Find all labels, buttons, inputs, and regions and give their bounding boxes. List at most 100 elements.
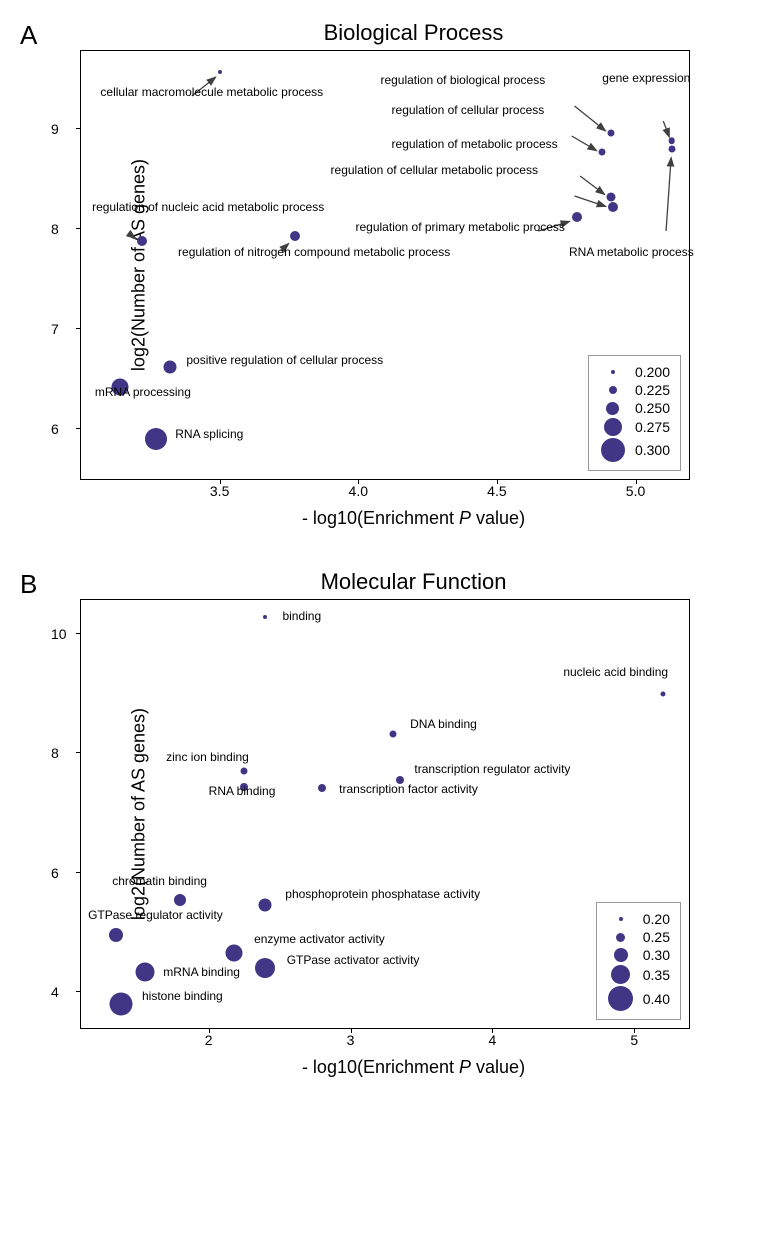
legend-label: 0.225 [635,382,670,398]
point-label: regulation of cellular process [392,103,545,117]
legend-dot [604,418,622,436]
legend-label: 0.40 [643,991,670,1007]
point-label: RNA metabolic process [569,245,694,259]
x-tick: 2 [205,1032,213,1048]
x-tick: 3 [347,1032,355,1048]
legend: 0.20 0.25 0.30 0.35 0.40 [596,902,681,1020]
data-point [174,894,186,906]
panel-b-xlabel: - log10(Enrichment P value) [80,1057,747,1078]
point-label: chromatin binding [112,874,207,888]
legend-label: 0.300 [635,442,670,458]
legend-dot [611,370,615,374]
y-tick: 6 [51,865,59,881]
legend-row: 0.300 [599,438,670,462]
point-label: zinc ion binding [166,750,249,764]
data-point [263,615,267,619]
x-tick: 4.5 [487,483,506,499]
data-point [109,993,132,1016]
point-label: gene expression [602,71,690,85]
legend-label: 0.250 [635,400,670,416]
legend-dot [619,917,623,921]
data-point [572,212,582,222]
legend-row: 0.275 [599,418,670,436]
legend-row: 0.250 [599,400,670,416]
data-point [218,70,222,74]
point-label: regulation of metabolic process [392,137,558,151]
panel-a-label: A [20,20,37,51]
data-point [241,768,248,775]
point-label: enzyme activator activity [254,932,385,946]
data-point [137,236,147,246]
legend-dot [609,386,617,394]
legend-row: 0.225 [599,382,670,398]
panel-a-chart: Biological Process log2(Number of AS gen… [80,20,747,529]
point-label: GTPase regulator activity [88,908,223,922]
x-tick: 5.0 [626,483,645,499]
legend-dot [611,965,630,984]
legend-row: 0.200 [599,364,670,380]
point-label: GTPase activator activity [287,953,420,967]
point-label: mRNA binding [163,965,240,979]
y-tick: 6 [51,421,59,437]
point-label: regulation of nucleic acid metabolic pro… [92,200,324,214]
y-tick: 4 [51,984,59,1000]
panel-b-label: B [20,569,37,600]
panel-b: B Molecular Function log2(Number of AS g… [20,569,747,1078]
legend-row: 0.20 [607,911,670,927]
x-tick: 4.0 [349,483,368,499]
legend-dot [616,933,625,942]
data-point [607,130,614,137]
data-point [599,149,606,156]
point-label: positive regulation of cellular process [186,353,383,367]
data-point [109,928,123,942]
legend-row: 0.25 [607,929,670,945]
panel-b-chart: Molecular Function log2(Number of AS gen… [80,569,747,1078]
data-point [255,958,275,978]
x-tick: 4 [488,1032,496,1048]
legend-label: 0.35 [643,967,670,983]
data-point [606,193,615,202]
x-tick: 3.5 [210,483,229,499]
point-label: regulation of nitrogen compound metaboli… [178,245,450,259]
panel-a-xlabel: - log10(Enrichment P value) [80,508,747,529]
y-tick: 8 [51,745,59,761]
point-label: cellular macromolecule metabolic process [100,85,323,99]
x-tick: 5 [630,1032,638,1048]
data-point [390,730,397,737]
point-label: RNA splicing [175,427,243,441]
legend-label: 0.20 [643,911,670,927]
legend-label: 0.30 [643,947,670,963]
legend-dot [614,948,628,962]
point-label: RNA binding [209,784,276,798]
data-point [163,361,176,374]
point-label: transcription regulator activity [414,762,570,776]
y-tick: 10 [51,626,67,642]
legend-dot [608,986,633,1011]
point-label: nucleic acid binding [563,665,668,679]
data-point [660,691,665,696]
point-label: regulation of cellular metabolic process [331,163,538,177]
y-tick: 7 [51,321,59,337]
y-tick: 9 [51,121,59,137]
legend-dot [601,438,625,462]
data-point [668,138,675,145]
point-label: DNA binding [410,717,477,731]
legend-row: 0.35 [607,965,670,984]
data-point [259,898,272,911]
y-axis-label: log2(Number of AS genes) [129,708,150,920]
panel-a-plot-area: log2(Number of AS genes)3.54.04.55.06789… [80,50,690,480]
data-point [145,428,167,450]
data-point [226,944,243,961]
legend-row: 0.30 [607,947,670,963]
point-label: regulation of primary metabolic process [356,220,565,234]
data-point [668,146,675,153]
y-tick: 8 [51,221,59,237]
legend: 0.200 0.225 0.250 0.275 0.300 [588,355,681,471]
y-axis-label: log2(Number of AS genes) [129,159,150,371]
point-label: transcription factor activity [339,782,478,796]
panel-a: A Biological Process log2(Number of AS g… [20,20,747,529]
data-point [135,963,154,982]
point-label: histone binding [142,989,223,1003]
point-label: phosphoprotein phosphatase activity [285,887,480,901]
panel-a-title: Biological Process [80,20,747,46]
